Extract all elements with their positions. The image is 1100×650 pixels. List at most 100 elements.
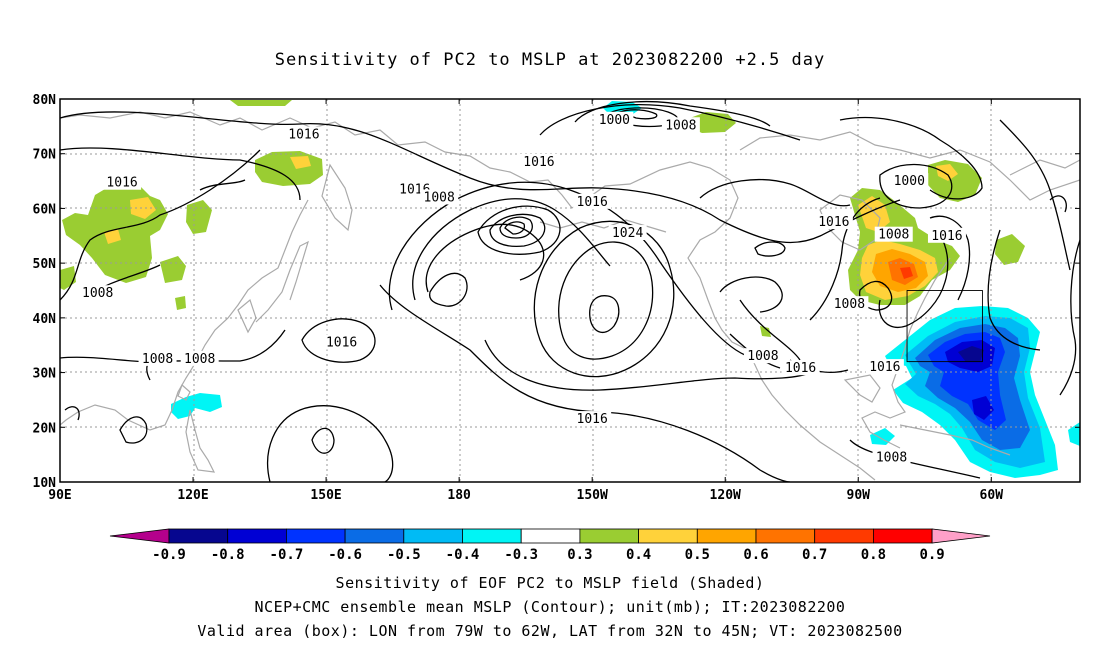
colorbar-label: 0.8 <box>861 547 886 563</box>
isobar-label-bg <box>595 111 634 127</box>
caption-line-1: Sensitivity of EOF PC2 to MSLP field (Sh… <box>335 574 765 592</box>
coastline-gulf-mexico <box>843 374 881 403</box>
isobar <box>878 234 949 328</box>
isobar-label: 1000 <box>894 174 925 189</box>
colorbar-label: 0.3 <box>567 547 592 563</box>
map-title: Sensitivity of PC2 to MSLP at 2023082200… <box>274 50 826 70</box>
shading-positive-0.7 <box>900 267 913 279</box>
isobar-label-bg <box>890 173 929 189</box>
isobar-label-group: 1008 <box>743 348 782 364</box>
gridlines <box>60 99 1080 482</box>
isobar-label-group: 1016 <box>322 334 361 350</box>
sensitivity-shading <box>60 100 1080 478</box>
colorbar-label: -0.5 <box>387 547 421 563</box>
isobar-label: 1008 <box>834 297 865 312</box>
isobar <box>477 205 561 255</box>
isobar-label-group: 1024 <box>608 225 647 241</box>
isobar-label: 1024 <box>612 226 643 241</box>
isobar <box>999 119 1071 271</box>
isobar-label-group: 1008 <box>138 350 177 367</box>
colorbar-label: 0.5 <box>685 547 710 563</box>
isobar-label-bg <box>874 226 913 242</box>
colorbar-segment <box>814 528 874 544</box>
shading-positive-0.4 <box>936 164 958 181</box>
caption-line-2: NCEP+CMC ensemble mean MSLP (Contour); u… <box>254 598 846 616</box>
colorbar-segment <box>168 528 229 544</box>
lat-label: 60N <box>33 202 57 217</box>
shading-positive-0.4 <box>104 229 121 244</box>
colorbar-label: -0.4 <box>446 547 480 563</box>
colorbar-segment <box>344 528 405 544</box>
isobar-label-bg <box>661 117 700 133</box>
isobar <box>739 299 801 361</box>
isobar <box>388 181 746 356</box>
colorbar-arrow-left <box>109 528 170 544</box>
lat-label: 70N <box>33 148 57 163</box>
isobar <box>425 223 545 293</box>
isobar-label-bg <box>322 334 361 350</box>
shading-negative-0.8 <box>972 396 994 420</box>
isobar-label: 1008 <box>747 349 778 364</box>
lat-label: 80N <box>33 93 57 108</box>
isobar-label: 1008 <box>424 190 455 205</box>
isobar-label-group: 1008 <box>830 296 869 312</box>
isobar <box>412 198 611 301</box>
colorbar-label: 0.9 <box>919 547 944 563</box>
isobar-label-bg <box>573 193 612 209</box>
colorbar-segment <box>462 528 522 544</box>
coastline-kamchatka <box>321 163 353 232</box>
isobar-label: 1000 <box>599 113 630 128</box>
coastline-us-east <box>861 257 951 449</box>
isobar <box>987 229 1041 351</box>
isobar <box>699 179 851 207</box>
colorbar-label: 0.7 <box>802 547 827 563</box>
isobar-label-group: 1016 <box>865 359 904 375</box>
isobar-label-bg <box>103 174 142 190</box>
shading-negative-0.4 <box>870 428 895 445</box>
isobar <box>119 416 148 444</box>
lat-label: 30N <box>33 367 57 382</box>
isobar-label: 1016 <box>931 229 962 244</box>
shading-positive-0.3 <box>760 326 771 337</box>
isobar <box>60 147 301 201</box>
isobar <box>533 220 675 378</box>
colorbar-label: -0.7 <box>270 547 304 563</box>
isobar-label: 1016 <box>577 412 608 427</box>
lon-label: 150W <box>577 488 608 503</box>
isobar-label-bg <box>830 296 869 312</box>
longitude-axis: 90E 120E 150E 180 150W 120W 90W 60W <box>48 99 1003 503</box>
isobar-label-group: 1008 <box>661 117 700 133</box>
isobar <box>311 427 335 454</box>
isobar-label: 1008 <box>184 352 215 367</box>
isobar-label-bg <box>573 411 612 427</box>
shading-positive-0.3 <box>186 200 212 234</box>
lat-label: 10N <box>33 476 57 491</box>
isobar-label-group: 1016 <box>814 214 853 230</box>
isobar-label-bg <box>519 153 558 169</box>
isobar-label: 1008 <box>876 450 907 465</box>
isobar <box>428 272 468 307</box>
colorbar-label: -0.3 <box>504 547 538 563</box>
coastline-korea <box>237 298 257 334</box>
shading-positive-0.3 <box>995 234 1025 265</box>
isobar-label: 1008 <box>142 352 173 367</box>
isobar-label: 1016 <box>326 335 357 350</box>
isobar <box>618 109 658 120</box>
shading-positive-0.3 <box>175 296 186 310</box>
isobar-label-bg <box>872 449 911 465</box>
colorbar-label: 0.6 <box>743 547 768 563</box>
colorbar-segment <box>520 528 581 544</box>
isobar <box>499 216 533 239</box>
coastline-greenland <box>1009 159 1080 176</box>
isobar-labels: 1016 1016 1016 1008 1016 1016 1000 1008 1024 1016… <box>78 111 966 465</box>
isobar-label: 1008 <box>82 286 113 301</box>
isobar-label: 1008 <box>665 118 696 133</box>
isobar-label-group: 1016 <box>573 411 612 427</box>
map-frame <box>59 98 1081 483</box>
isobar <box>301 318 376 363</box>
mslp-contours <box>60 101 1080 482</box>
latitude-axis: 80N 70N 60N 50N 40N 30N 20N 10N <box>33 93 1080 491</box>
isobar <box>199 179 246 191</box>
isobar-label-group: 1008 <box>78 285 117 301</box>
